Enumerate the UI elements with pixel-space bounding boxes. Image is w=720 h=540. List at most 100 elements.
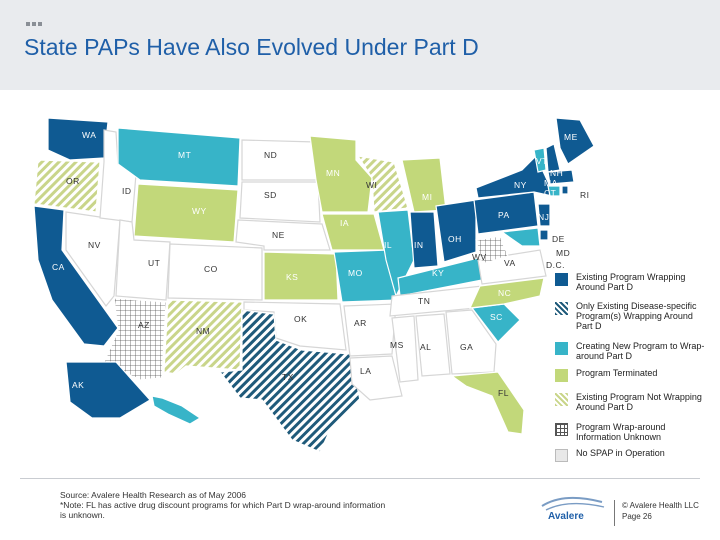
legend-item: Program Terminated (555, 368, 708, 382)
source-note: Source: Avalere Health Research as of Ma… (60, 490, 390, 520)
label-NY: NY (514, 180, 527, 190)
state-DE (539, 229, 549, 241)
label-MA: MA (544, 178, 558, 188)
state-WA (47, 117, 109, 161)
state-NJ (537, 203, 551, 227)
state-MD (500, 227, 541, 247)
legend-swatch (555, 449, 568, 462)
legend-item: Only Existing Disease-specific Program(s… (555, 301, 708, 331)
legend-label: Creating New Program to Wrap-around Part… (576, 341, 705, 361)
label-UT: UT (148, 258, 160, 268)
state-WI (356, 155, 409, 213)
label-MT: MT (178, 150, 191, 160)
state-IN (409, 211, 439, 269)
legend-item: No SPAP in Operation (555, 448, 708, 462)
label-CT: CT (544, 188, 556, 198)
legend-item: Existing Program Wrapping Around Part D (555, 272, 708, 292)
copyright: © Avalere Health LLC Page 26 (614, 500, 699, 526)
state-AR (343, 303, 397, 357)
state-MN (309, 135, 373, 213)
state-TX (218, 309, 361, 453)
state-MI (401, 157, 447, 213)
label-NE: NE (272, 230, 285, 240)
state-AL (415, 313, 451, 377)
label-KY: KY (432, 268, 444, 278)
legend-swatch (555, 273, 568, 286)
label-OH: OH (448, 234, 462, 244)
copyright-text: © Avalere Health LLC (622, 501, 699, 510)
footer-divider (20, 478, 700, 479)
state-ID (99, 129, 137, 223)
label-CO: CO (204, 264, 218, 274)
label-MS: MS (390, 340, 404, 350)
label-DC: D.C. (546, 260, 565, 270)
label-AZ: AZ (138, 320, 150, 330)
state-CA (33, 205, 119, 347)
legend-swatch (555, 369, 568, 382)
header-dots (26, 22, 42, 26)
state-UT (115, 219, 171, 301)
logo-text: Avalere (548, 511, 584, 522)
label-MO: MO (348, 268, 363, 278)
state-HI (151, 395, 202, 425)
label-ME: ME (564, 132, 578, 142)
state-KS (263, 251, 339, 301)
state-MT (117, 127, 241, 187)
label-ND: ND (264, 150, 277, 160)
state-RI (561, 185, 569, 195)
label-FL: FL (498, 388, 509, 398)
legend-item: Existing Program Not Wrapping Around Par… (555, 392, 708, 412)
label-AK: AK (72, 380, 84, 390)
footnote-text: *Note: FL has active drug discount progr… (60, 500, 386, 520)
legend-item: Program Wrap-around Information Unknown (555, 422, 708, 442)
state-GA (445, 309, 497, 375)
avalere-logo-icon (541, 496, 605, 511)
state-NH (545, 143, 561, 173)
label-SD: SD (264, 190, 277, 200)
state-NM (163, 299, 243, 375)
label-WV: WV (472, 252, 487, 262)
label-NC: NC (498, 288, 511, 298)
legend-label: Existing Program Not Wrapping Around Par… (576, 392, 702, 412)
label-MI: MI (422, 192, 432, 202)
label-RI: RI (580, 190, 590, 200)
state-WY (133, 183, 239, 243)
label-TN: TN (418, 296, 430, 306)
state-MA (547, 169, 575, 185)
legend-swatch (555, 302, 568, 315)
state-ND (241, 139, 317, 181)
state-ME (555, 117, 595, 165)
label-KS: KS (286, 272, 298, 282)
label-OK: OK (294, 314, 307, 324)
state-IA (321, 213, 385, 251)
page-number: Page 26 (622, 512, 652, 521)
state-OH (435, 199, 477, 263)
legend-label: Only Existing Disease-specific Program(s… (576, 301, 697, 331)
state-SD (239, 181, 321, 223)
source-text: Source: Avalere Health Research as of Ma… (60, 490, 247, 500)
state-NE (235, 219, 331, 251)
label-MN: MN (326, 168, 340, 178)
label-NM: NM (196, 326, 210, 336)
state-LA (349, 355, 403, 401)
label-IN: IN (414, 240, 424, 250)
state-AK (65, 361, 151, 419)
legend-label: No SPAP in Operation (576, 448, 665, 458)
page-title: State PAPs Have Also Evolved Under Part … (24, 34, 479, 60)
label-VA: VA (504, 258, 516, 268)
state-OR (33, 159, 101, 213)
label-IA: IA (340, 218, 349, 228)
legend-item: Creating New Program to Wrap-around Part… (555, 341, 708, 361)
legend-label: Existing Program Wrapping Around Part D (576, 272, 686, 292)
label-IL: IL (384, 240, 392, 250)
label-NJ: NJ (538, 212, 549, 222)
label-NV: NV (88, 240, 101, 250)
label-NH: NH (550, 168, 563, 178)
legend-swatch (555, 342, 568, 355)
label-WY: WY (192, 206, 207, 216)
state-CT (547, 185, 561, 197)
label-VT: VT (536, 156, 548, 166)
label-WA: WA (82, 130, 96, 140)
label-MD: MD (556, 248, 570, 258)
label-SC: SC (490, 312, 503, 322)
